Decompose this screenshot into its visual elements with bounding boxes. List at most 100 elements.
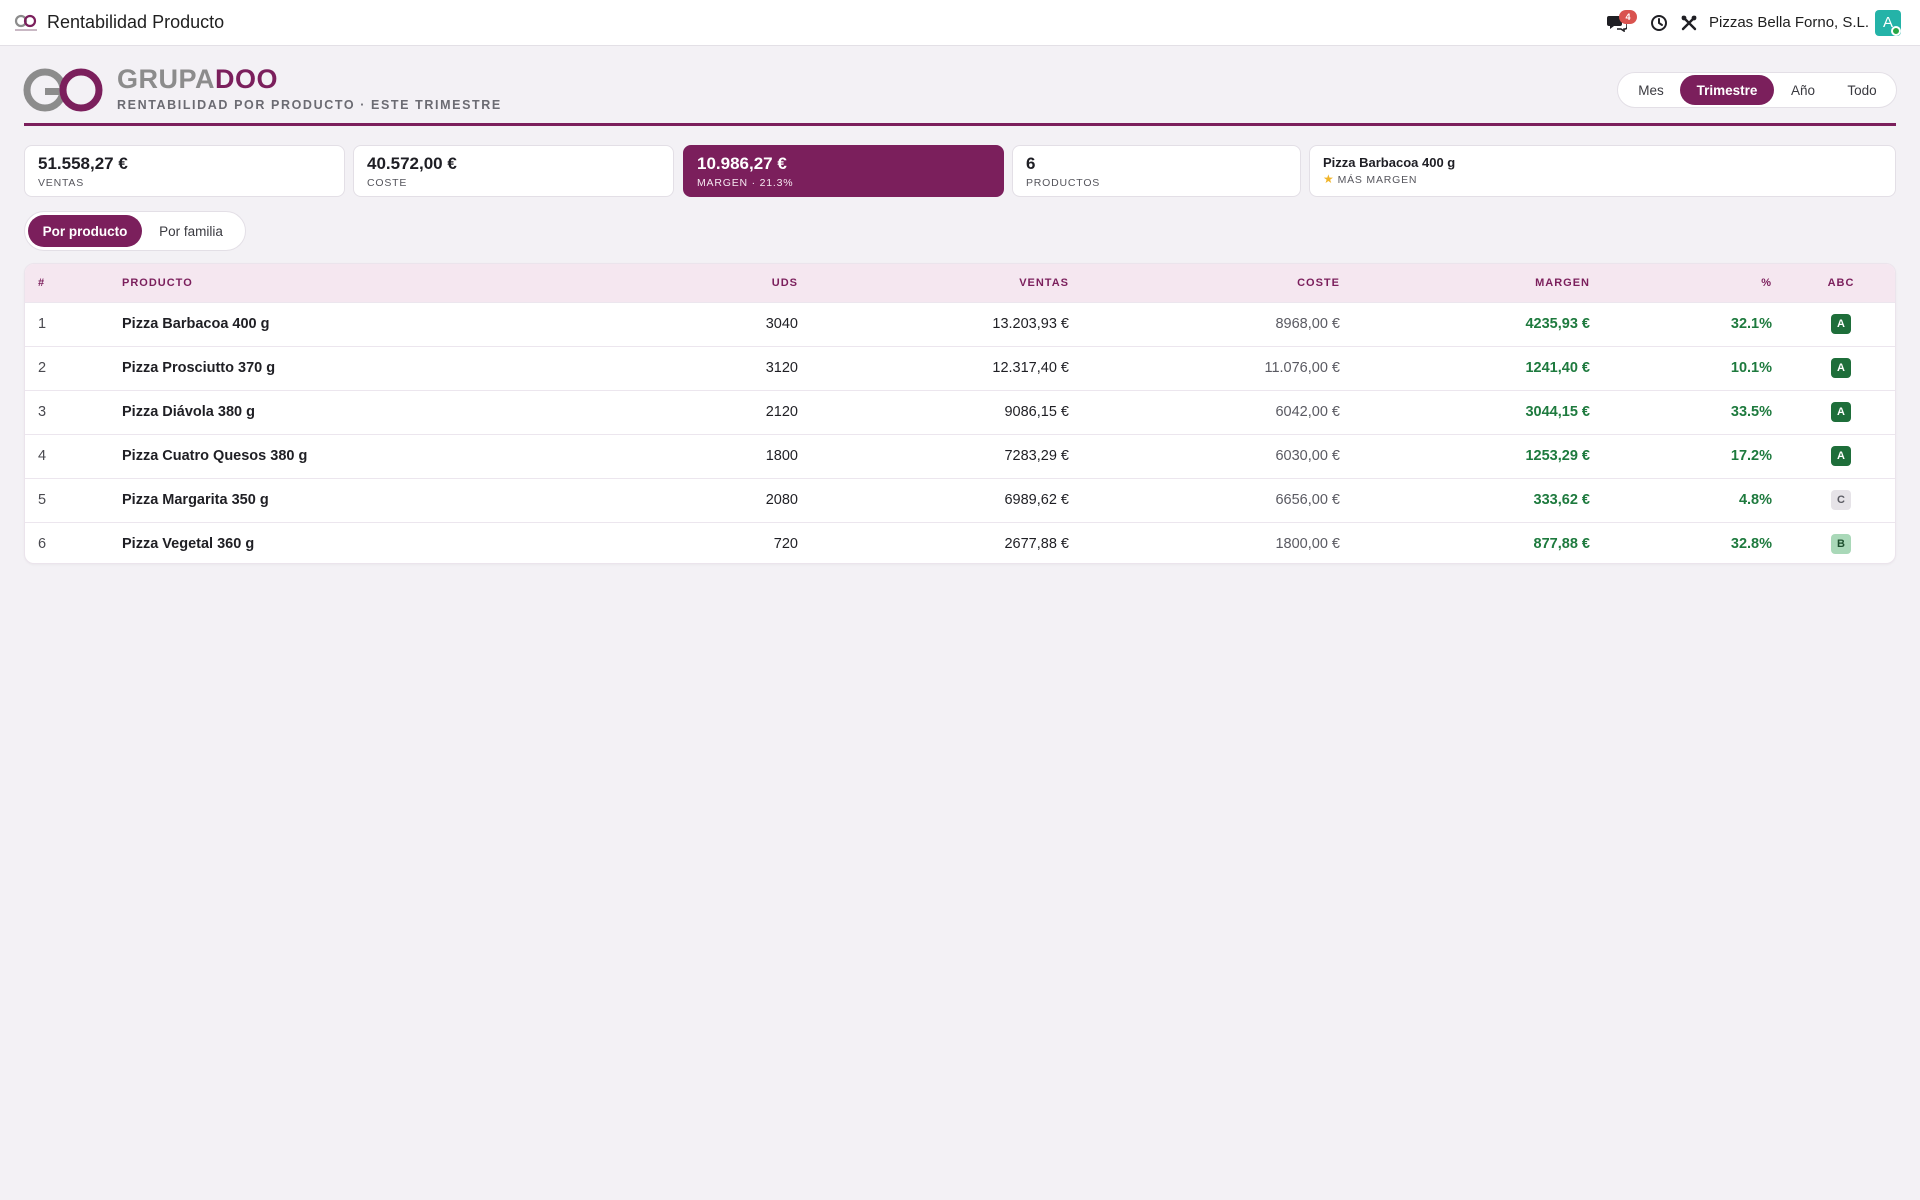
column-header-sales[interactable]: VENTAS	[1019, 276, 1069, 289]
cell-margin: 877,88 €	[1533, 536, 1590, 553]
column-header-units[interactable]: UDS	[771, 276, 798, 289]
period-month-button[interactable]: Mes	[1638, 82, 1664, 98]
kpi-cost-card: 40.572,00 € COSTE	[353, 145, 674, 197]
table-row[interactable]: 4 Pizza Cuatro Quesos 380 g 1800 7283,29 € 6…	[25, 434, 1895, 478]
app-logo-icon[interactable]	[13, 13, 39, 33]
cell-product: Pizza Barbacoa 400 g	[122, 316, 270, 332]
profitability-table-card: # PRODUCTO UDS VENTAS COSTE MARGEN % ABC…	[24, 263, 1896, 564]
cell-cost: 1800,00 €	[1275, 536, 1340, 553]
period-all-button[interactable]: Todo	[1847, 82, 1877, 98]
kpi-sales-card: 51.558,27 € VENTAS	[24, 145, 345, 197]
period-year-button[interactable]: Año	[1790, 82, 1816, 98]
cell-margin-percent: 33.5%	[1730, 404, 1772, 420]
cell-sales: 7283,29 €	[1004, 448, 1069, 464]
cell-index: 2	[38, 360, 47, 376]
kpi-cost-value: 40.572,00 €	[367, 154, 457, 173]
cell-index: 4	[38, 448, 47, 464]
cell-product: Pizza Prosciutto 370 g	[122, 360, 276, 376]
cell-cost: 6042,00 €	[1275, 404, 1340, 420]
online-status-dot	[1891, 26, 1901, 36]
cell-units: 2080	[765, 492, 798, 508]
page-subtitle: RENTABILIDAD POR PRODUCTO · ESTE TRIMEST…	[117, 98, 502, 112]
cell-index: 6	[38, 536, 47, 553]
kpi-products-label: PRODUCTOS	[1026, 177, 1101, 189]
abc-class-badge: A	[1831, 314, 1851, 334]
table-row[interactable]: 6 Pizza Vegetal 360 g 720 2677,88 € 1800,00 …	[25, 522, 1895, 563]
cell-units: 720	[773, 536, 798, 553]
view-by-product-button[interactable]: Por producto	[28, 215, 142, 247]
table-row[interactable]: 1 Pizza Barbacoa 400 g 3040 13.203,93 € 8968…	[25, 302, 1895, 346]
cell-sales: 2677,88 €	[1004, 536, 1069, 553]
cell-margin-percent: 32.8%	[1730, 536, 1772, 553]
table-row[interactable]: 5 Pizza Margarita 350 g 2080 6989,62 € 6656,…	[25, 478, 1895, 522]
kpi-sales-value: 51.558,27 €	[38, 154, 128, 173]
cell-sales: 13.203,93 €	[992, 316, 1069, 332]
cell-product: Pizza Cuatro Quesos 380 g	[122, 448, 308, 464]
cell-index: 5	[38, 492, 47, 508]
cell-margin: 3044,15 €	[1525, 404, 1590, 420]
column-header-cost[interactable]: COSTE	[1297, 276, 1340, 289]
notification-badge: 4	[1619, 10, 1637, 24]
kpi-top-product-caption: ★ MÁS MARGEN	[1323, 172, 1882, 186]
column-header-index[interactable]: #	[38, 276, 46, 289]
kpi-products-value: 6	[1026, 154, 1036, 173]
kpi-margin-label: MARGEN · 21.3%	[697, 177, 794, 189]
cell-abc: B	[1785, 522, 1895, 563]
cell-margin: 1253,29 €	[1525, 448, 1590, 464]
kpi-margin-value: 10.986,27 €	[697, 154, 787, 173]
cell-margin-percent: 32.1%	[1730, 316, 1772, 332]
table-header-row: # PRODUCTO UDS VENTAS COSTE MARGEN % ABC	[25, 264, 1895, 302]
cell-sales: 6989,62 €	[1004, 492, 1069, 508]
cell-sales: 12.317,40 €	[992, 360, 1069, 376]
abc-class-badge: A	[1831, 402, 1851, 422]
cell-sales: 9086,15 €	[1004, 404, 1069, 420]
profitability-table: # PRODUCTO UDS VENTAS COSTE MARGEN % ABC…	[25, 264, 1895, 563]
app-title: Rentabilidad Producto	[47, 12, 225, 32]
cell-product: Pizza Vegetal 360 g	[122, 536, 255, 553]
table-row[interactable]: 2 Pizza Prosciutto 370 g 3120 12.317,40 € 11…	[25, 346, 1895, 390]
cell-units: 3040	[765, 316, 798, 332]
clock-icon[interactable]	[1650, 14, 1668, 32]
tools-icon[interactable]	[1680, 14, 1698, 32]
abc-class-badge: C	[1831, 490, 1851, 510]
cell-units: 2120	[765, 404, 798, 420]
column-header-margin[interactable]: MARGEN	[1535, 276, 1590, 289]
cell-units: 3120	[765, 360, 798, 376]
abc-class-badge: A	[1831, 358, 1851, 378]
header-divider	[24, 123, 1896, 126]
cell-abc: C	[1785, 478, 1895, 522]
cell-product: Pizza Margarita 350 g	[122, 492, 269, 508]
column-header-percent[interactable]: %	[1761, 276, 1772, 289]
brand-name: GRUPADOO	[117, 64, 278, 95]
table-body: 1 Pizza Barbacoa 400 g 3040 13.203,93 € 8968…	[25, 302, 1895, 563]
cell-margin: 4235,93 €	[1525, 316, 1590, 332]
top-navbar: Rentabilidad Producto 4 Pizzas Bella For…	[0, 0, 1920, 46]
cell-abc: A	[1785, 390, 1895, 434]
cell-index: 1	[38, 316, 47, 332]
kpi-top-product-value: Pizza Barbacoa 400 g	[1323, 155, 1456, 170]
cell-cost: 11.076,00 €	[1264, 360, 1340, 376]
kpi-cost-label: COSTE	[367, 177, 408, 189]
cell-abc: A	[1785, 434, 1895, 478]
cell-margin-percent: 17.2%	[1730, 448, 1772, 464]
star-icon: ★	[1323, 172, 1335, 186]
kpi-products-card: 6 PRODUCTOS	[1012, 145, 1301, 197]
period-filter: Mes Trimestre Año Todo	[1617, 72, 1897, 108]
abc-class-badge: B	[1831, 534, 1851, 555]
cell-cost: 8968,00 €	[1275, 316, 1340, 332]
period-quarter-button[interactable]: Trimestre	[1680, 75, 1774, 105]
cell-margin-percent: 10.1%	[1730, 360, 1772, 376]
cell-margin-percent: 4.8%	[1738, 492, 1772, 508]
cell-cost: 6656,00 €	[1275, 492, 1340, 508]
cell-product: Pizza Diávola 380 g	[122, 404, 255, 420]
column-header-abc[interactable]: ABC	[1827, 276, 1855, 289]
table-row[interactable]: 3 Pizza Diávola 380 g 2120 9086,15 € 6042,00…	[25, 390, 1895, 434]
column-header-product[interactable]: PRODUCTO	[122, 276, 193, 289]
kpi-top-product-label: MÁS MARGEN	[1337, 174, 1418, 186]
abc-class-badge: A	[1831, 446, 1851, 466]
view-by-family-button[interactable]: Por familia	[159, 223, 223, 239]
cell-margin: 1241,40 €	[1525, 360, 1590, 376]
brand-name-part1: GRUPA	[117, 64, 216, 94]
kpi-top-product-card: Pizza Barbacoa 400 g ★ MÁS MARGEN	[1309, 145, 1896, 197]
company-switcher[interactable]: Pizzas Bella Forno, S.L.	[1709, 14, 1870, 31]
